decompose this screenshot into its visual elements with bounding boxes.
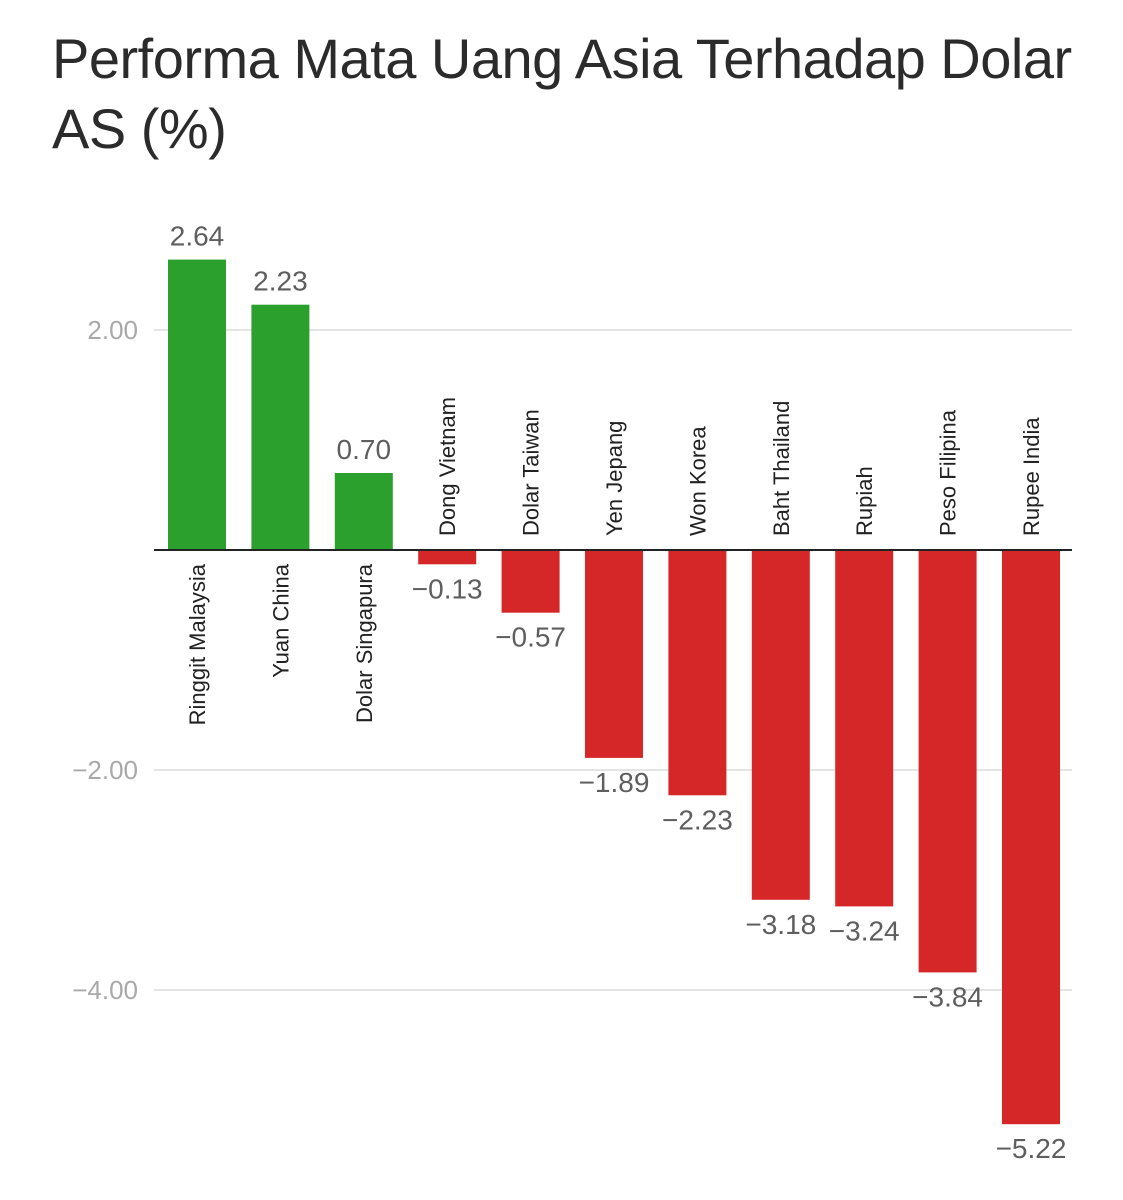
bar [835, 550, 894, 907]
category-label: Dolar Singapura [352, 563, 377, 723]
category-label: Rupee India [1019, 417, 1044, 536]
bar [751, 550, 810, 900]
bar [918, 550, 977, 973]
bar [418, 550, 477, 565]
category-label: Dolar Taiwan [519, 409, 544, 536]
bar [251, 304, 310, 550]
data-label: −5.22 [996, 1133, 1067, 1164]
bar [1002, 550, 1060, 1125]
y-tick-label: −4.00 [72, 975, 138, 1005]
bar [334, 473, 393, 550]
bar [168, 259, 226, 550]
category-label: Yen Jepang [602, 421, 627, 536]
data-label: −0.57 [495, 622, 566, 653]
category-label: Dong Vietnam [435, 397, 460, 536]
data-label: 0.70 [337, 434, 392, 465]
y-tick-label: −2.00 [72, 755, 138, 785]
category-label: Won Korea [685, 426, 710, 536]
data-label: −3.24 [829, 915, 900, 946]
data-label: −2.23 [662, 804, 733, 835]
category-label: Yuan China [268, 563, 293, 678]
bars [168, 259, 1060, 1125]
data-label: −0.13 [412, 573, 483, 604]
y-tick-label: 2.00 [87, 315, 138, 345]
category-label: Baht Thailand [769, 401, 794, 536]
data-label: 2.23 [253, 266, 308, 297]
data-label: 2.64 [170, 221, 225, 252]
chart-title: Performa Mata Uang Asia Terhadap Dolar A… [52, 27, 1072, 160]
bar [585, 550, 643, 758]
data-label: −3.18 [745, 909, 816, 940]
category-labels: Ringgit Malaysia Yuan China Dolar Singapur… [185, 397, 1044, 725]
category-label: Ringgit Malaysia [185, 563, 210, 725]
data-label: −1.89 [579, 767, 650, 798]
category-label: Rupiah [852, 466, 877, 536]
bar [668, 550, 727, 796]
data-label: −3.84 [912, 981, 983, 1012]
category-label: Peso Filipina [936, 409, 961, 536]
data-labels: 2.64 2.23 0.70 −0.13 −0.57 −1.89 −2.23 −3.18 −3.… [170, 221, 1067, 1165]
bar [501, 550, 560, 613]
